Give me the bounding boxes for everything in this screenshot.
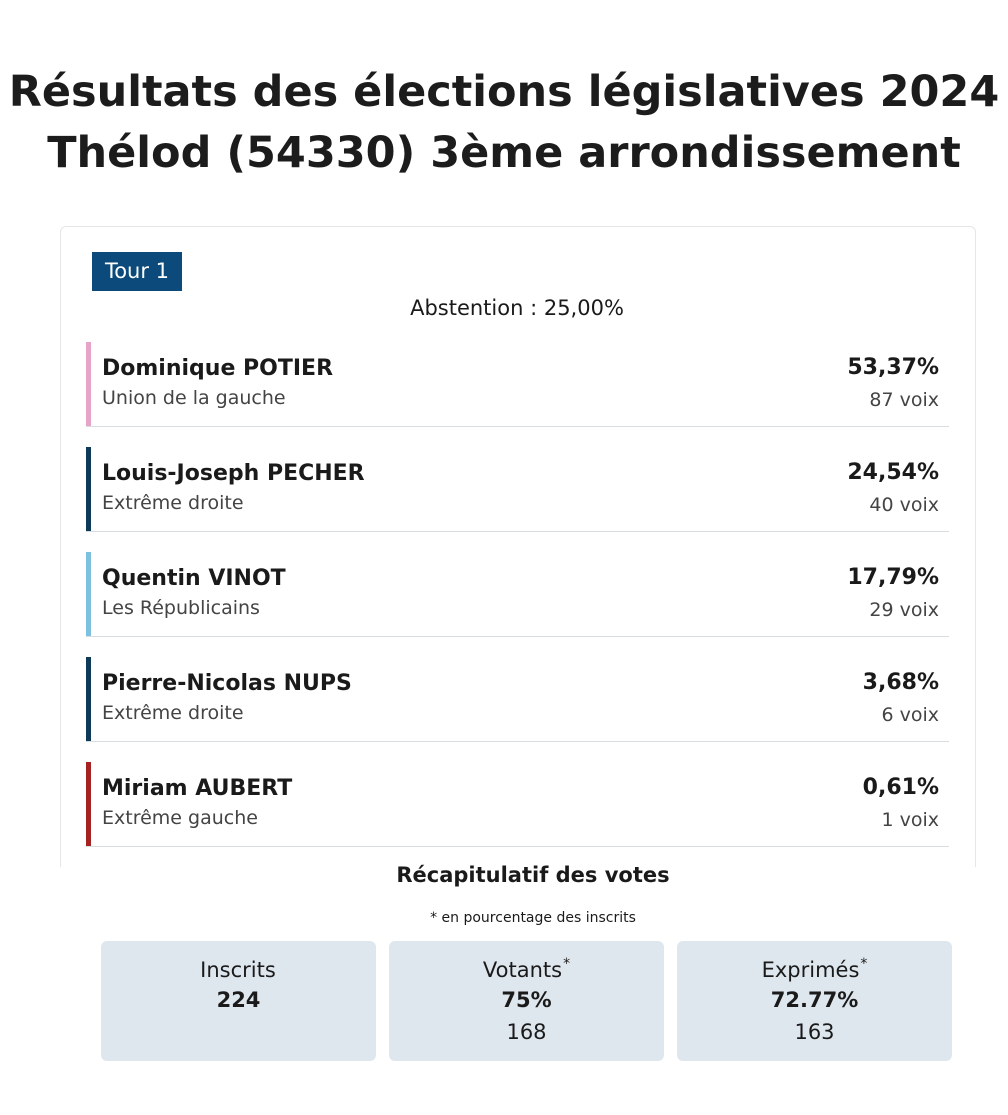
candidate-name: Dominique POTIER: [102, 356, 334, 381]
results-card: [60, 226, 976, 867]
candidate-name: Quentin VINOT: [102, 566, 286, 591]
stat-inscrits: Inscrits 224: [101, 941, 376, 1061]
party-color-bar: [86, 342, 91, 426]
stat-asterisk: *: [563, 956, 571, 972]
candidate-votes: 40 voix: [869, 494, 939, 516]
candidate-percentage: 3,68%: [862, 670, 939, 695]
candidate-party: Les Républicains: [102, 597, 260, 619]
candidate-percentage: 0,61%: [862, 775, 939, 800]
candidate-party: Union de la gauche: [102, 387, 286, 409]
stat-votants: Votants* 75% 168: [389, 941, 664, 1061]
recap-note: * en pourcentage des inscrits: [430, 910, 636, 926]
stat-count: 163: [794, 1020, 835, 1044]
candidate-row: Dominique POTIER Union de la gauche 53,3…: [86, 342, 949, 427]
recap-title: Récapitulatif des votes: [396, 863, 670, 887]
stat-label-text: Votants: [482, 958, 563, 982]
stat-count: 168: [506, 1020, 547, 1044]
stat-label: Votants*: [389, 956, 664, 982]
stat-value: 224: [216, 988, 261, 1012]
party-color-bar: [86, 762, 91, 846]
candidate-name: Pierre-Nicolas NUPS: [102, 671, 352, 696]
candidate-name: Louis-Joseph PECHER: [102, 461, 365, 486]
abstention-text: Abstention : 25,00%: [410, 296, 624, 320]
stat-value: 72.77%: [770, 988, 859, 1012]
candidate-party: Extrême gauche: [102, 807, 258, 829]
candidate-row: Miriam AUBERT Extrême gauche 0,61% 1 voi…: [86, 762, 949, 847]
party-color-bar: [86, 447, 91, 531]
stat-asterisk: *: [860, 956, 868, 972]
candidate-votes: 6 voix: [881, 704, 939, 726]
candidate-party: Extrême droite: [102, 702, 244, 724]
candidate-percentage: 24,54%: [847, 460, 939, 485]
candidate-party: Extrême droite: [102, 492, 244, 514]
candidate-votes: 87 voix: [869, 389, 939, 411]
stat-label-text: Inscrits: [200, 958, 276, 982]
page-title-line-2: Thélod (54330) 3ème arrondissement: [47, 128, 961, 178]
tour-badge: Tour 1: [92, 252, 182, 291]
candidate-votes: 1 voix: [881, 809, 939, 831]
candidate-row: Pierre-Nicolas NUPS Extrême droite 3,68%…: [86, 657, 949, 742]
candidate-row: Quentin VINOT Les Républicains 17,79% 29…: [86, 552, 949, 637]
stat-value: 75%: [501, 988, 552, 1012]
party-color-bar: [86, 552, 91, 636]
candidate-list: Dominique POTIER Union de la gauche 53,3…: [86, 342, 949, 867]
stat-label: Exprimés*: [677, 956, 952, 982]
candidate-name: Miriam AUBERT: [102, 776, 293, 801]
candidate-percentage: 53,37%: [847, 355, 939, 380]
candidate-row: Louis-Joseph PECHER Extrême droite 24,54…: [86, 447, 949, 532]
stat-label: Inscrits: [101, 956, 376, 982]
stat-label-text: Exprimés: [761, 958, 860, 982]
candidate-percentage: 17,79%: [847, 565, 939, 590]
party-color-bar: [86, 657, 91, 741]
candidate-votes: 29 voix: [869, 599, 939, 621]
page-title-line-1: Résultats des élections législatives 202…: [8, 67, 1000, 117]
stat-exprimes: Exprimés* 72.77% 163: [677, 941, 952, 1061]
recap-stats: Inscrits 224 Votants* 75% 168 Exprimés* …: [101, 941, 952, 1061]
page-title: Résultats des élections législatives 202…: [0, 62, 1008, 184]
